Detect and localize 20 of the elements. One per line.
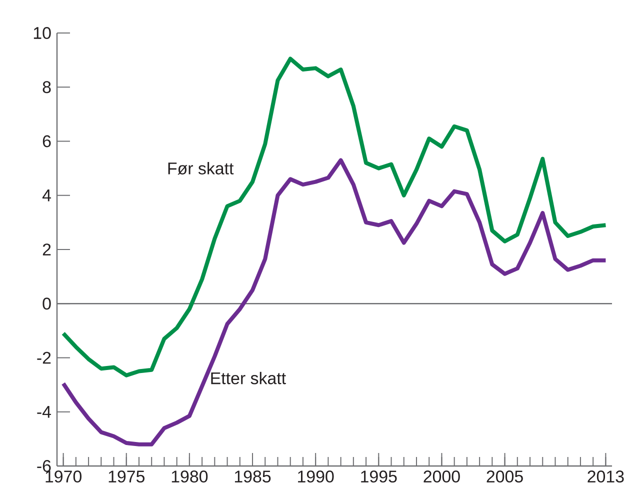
x-tick-label: 1985 — [234, 470, 271, 483]
y-tick-label: 2 — [42, 244, 51, 256]
x-tick-label: 2000 — [424, 470, 460, 483]
y-tick-label: -6 — [37, 460, 51, 472]
x-tick-label: 2013 — [588, 470, 624, 483]
y-tick-label: 6 — [42, 135, 51, 148]
series-label: Etter skatt — [211, 372, 286, 384]
x-tick-label: 1995 — [361, 470, 397, 483]
y-tick-label: 0 — [42, 298, 51, 310]
y-tick-label: 4 — [42, 190, 51, 202]
x-tick-label: 1975 — [108, 470, 144, 483]
y-tick-label: 8 — [42, 81, 51, 94]
y-tick-label: 10 — [34, 27, 51, 39]
x-tick-label: 1990 — [298, 470, 334, 483]
x-tick-label: 1970 — [46, 470, 82, 483]
x-tick-label: 1980 — [172, 470, 208, 483]
x-tick-label: 2005 — [486, 470, 523, 483]
y-tick-label: -4 — [37, 406, 51, 418]
series-label: Før skatt — [168, 162, 234, 175]
y-tick-label: -2 — [37, 352, 51, 364]
